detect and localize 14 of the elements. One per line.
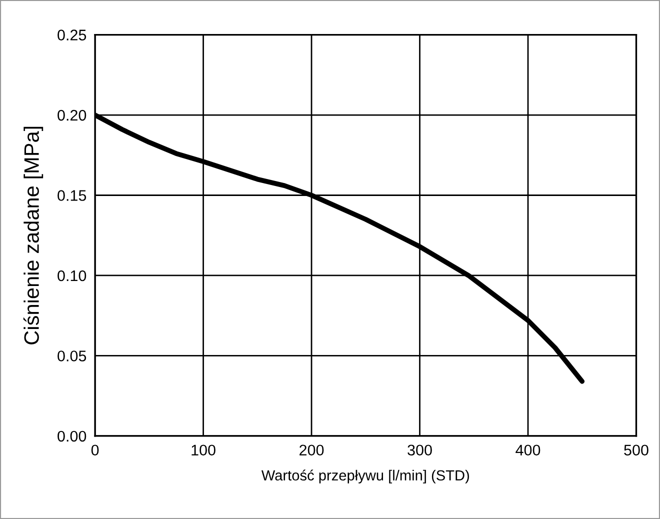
x-tick-label: 200 [300,444,324,456]
y-tick-label: 0.15 [58,190,86,201]
y-tick-label: 0.00 [58,430,86,442]
y-tick-label: 0.20 [58,110,86,121]
y-tick-label: 0.05 [58,350,86,362]
x-tick-label: 0 [91,444,99,456]
x-tick-label: 300 [408,444,432,456]
x-axis-title: Wartość przepływu [l/min] (STD) [261,470,469,484]
y-tick-label: 0.25 [58,30,86,40]
y-axis-title: Ciśnienie zadane [MPa] [23,126,44,344]
x-tick-label: 500 [624,444,648,456]
x-tick-label: 400 [516,444,540,456]
y-tick-label: 0.10 [58,270,86,282]
x-tick-label: 100 [192,444,216,456]
